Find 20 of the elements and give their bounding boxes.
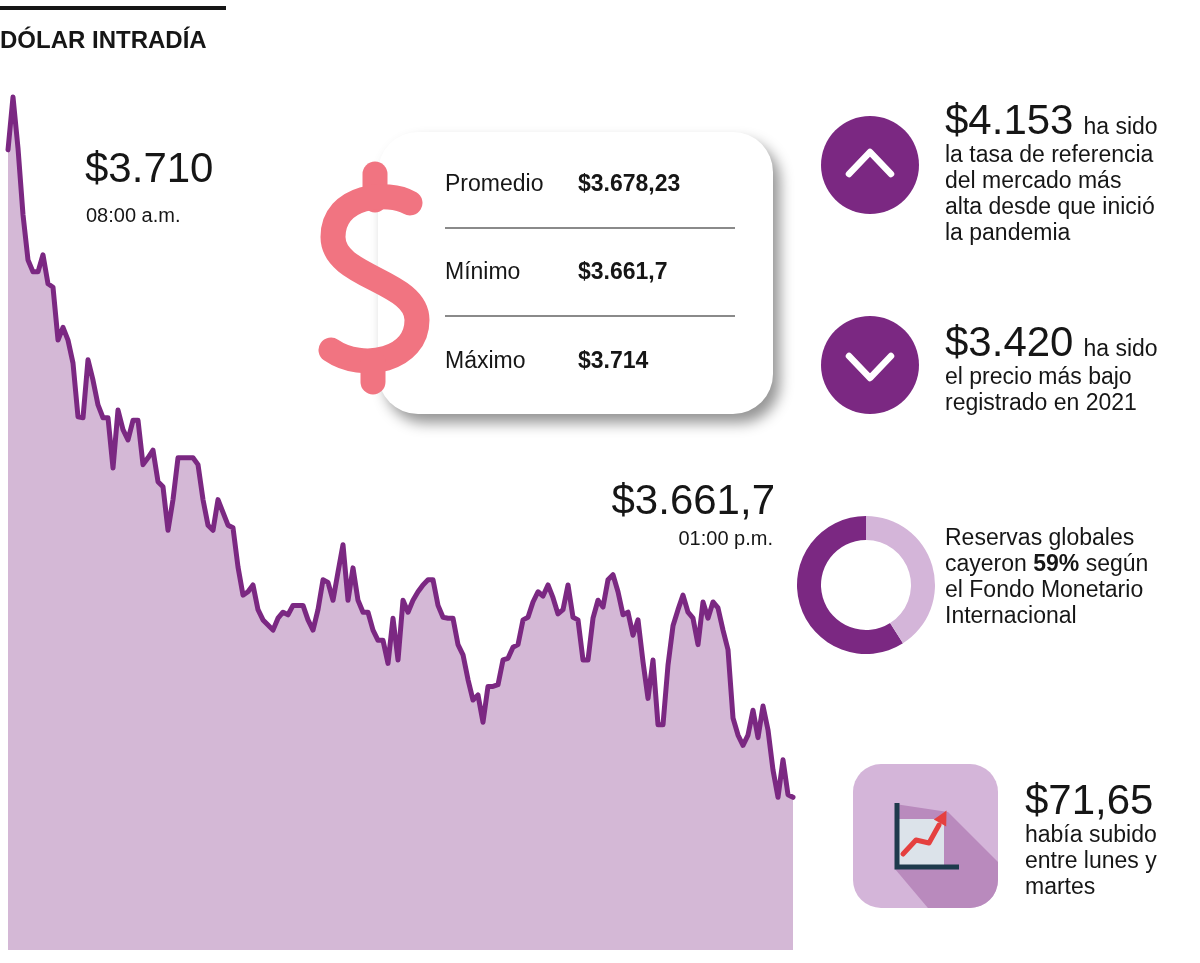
annotation: $3.678,23 bbox=[578, 169, 681, 196]
annotation: Mínimo bbox=[445, 258, 521, 284]
text: $4.153 bbox=[945, 96, 1074, 143]
annotation: 08:00 a.m. bbox=[86, 204, 181, 226]
annotation: $3.661,7 bbox=[578, 258, 668, 284]
text: ha sido bbox=[1083, 113, 1158, 139]
chart-title: DÓLAR INTRADÍA bbox=[0, 25, 207, 53]
annotation: Máximo bbox=[445, 346, 526, 373]
text: Reservas globales cayeron 59% según el Fondo Monetario Internacional bbox=[945, 524, 1149, 628]
annotation: 01:00 p.m. bbox=[678, 527, 773, 549]
annotation: $3.661,7 bbox=[611, 476, 775, 523]
annotation: Promedio bbox=[445, 169, 544, 196]
text: había subido entre lunes y martes bbox=[1025, 821, 1157, 899]
text: la tasa de referencia del mercado más alta desde que inició la pandemia bbox=[945, 141, 1155, 245]
text: el precio más bajo registrado en 2021 bbox=[945, 363, 1137, 415]
annotation: $3.714 bbox=[578, 346, 649, 373]
text: ha sido bbox=[1083, 335, 1158, 361]
text: $71,65 bbox=[1025, 776, 1154, 823]
text: $3.420 bbox=[945, 318, 1074, 365]
annotation: $3.710 bbox=[85, 144, 214, 191]
